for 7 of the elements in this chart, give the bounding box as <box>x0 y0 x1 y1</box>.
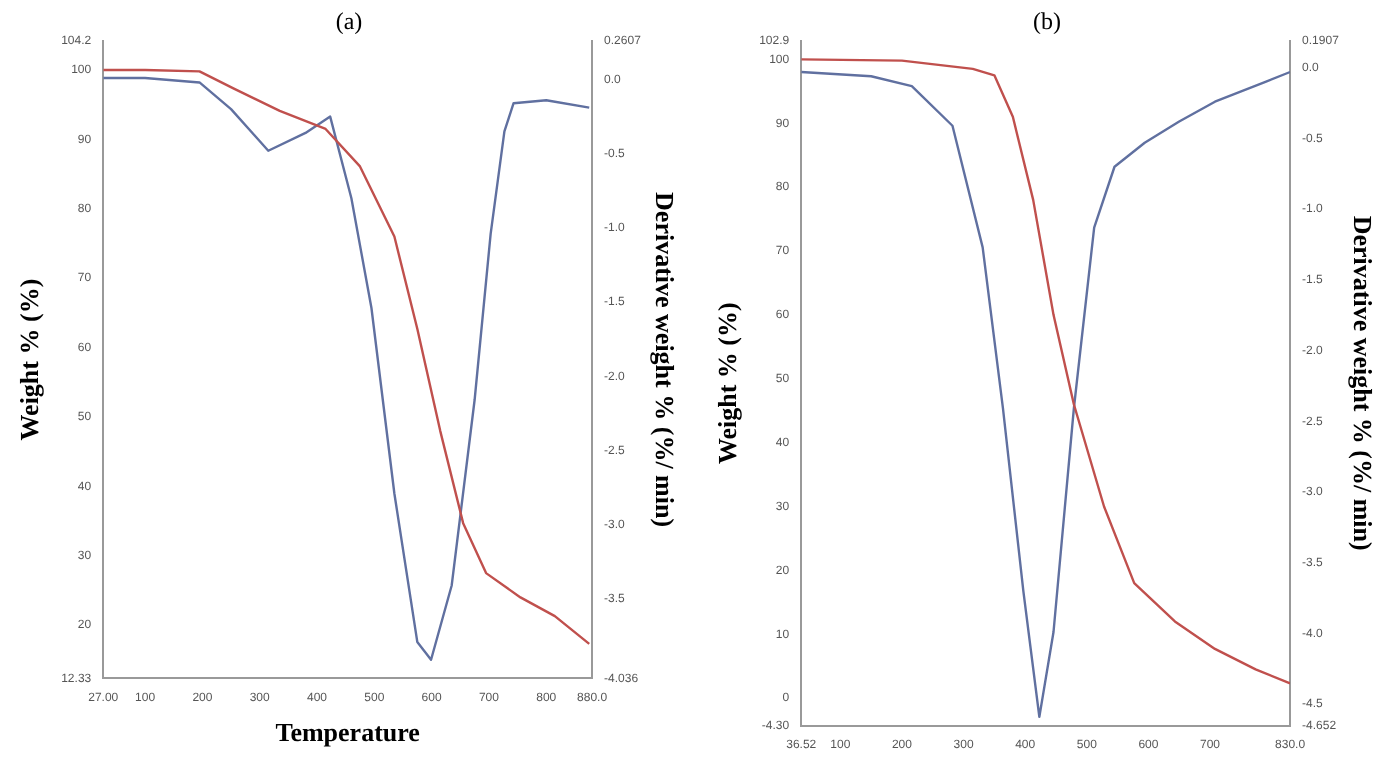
y-axis-title: Weight % (%) <box>14 278 45 441</box>
chart-title: (a) <box>335 6 363 35</box>
y-axis-title: Weight % (%) <box>712 302 743 465</box>
y2-axis-title: Derivative weight % (%/ min) <box>1347 215 1378 551</box>
y2-axis-title: Derivative weight % (%/ min) <box>649 192 680 528</box>
chart-title: (b) <box>1033 6 1061 35</box>
x-axis-title: Temperature <box>275 717 421 748</box>
